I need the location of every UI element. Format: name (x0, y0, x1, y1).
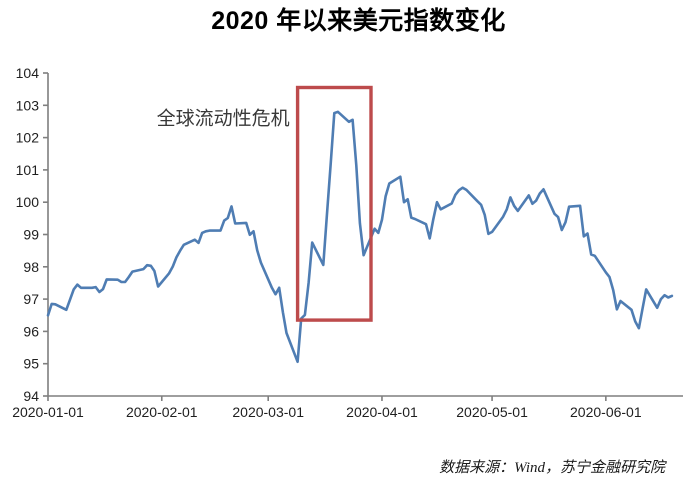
y-tick-label: 94 (23, 388, 39, 404)
x-tick-label: 2020-02-01 (126, 404, 198, 420)
y-tick-label: 96 (23, 323, 39, 339)
y-tick-label: 101 (16, 162, 40, 178)
crisis-highlight-box (295, 85, 373, 322)
y-tick-label: 97 (23, 291, 39, 307)
y-tick-label: 102 (16, 130, 40, 146)
x-tick-label: 2020-04-01 (346, 404, 418, 420)
crisis-annotation-label: 全球流动性危机 (157, 108, 290, 130)
x-tick-label: 2020-01-01 (12, 404, 84, 420)
y-tick-label: 98 (23, 259, 39, 275)
x-tick-label: 2020-06-01 (570, 404, 642, 420)
y-tick-label: 100 (16, 194, 40, 210)
y-tick-label: 95 (23, 356, 39, 372)
usd-index-series-line (46, 110, 674, 364)
y-tick-label: 103 (16, 97, 40, 113)
y-tick-label: 99 (23, 227, 39, 243)
y-tick-label: 104 (16, 65, 40, 81)
data-source-note: 数据来源：Wind，苏宁金融研究院 (439, 460, 665, 476)
x-tick-label: 2020-03-01 (232, 404, 304, 420)
chart-title: 2020 年以来美元指数变化 (211, 7, 506, 35)
x-tick-label: 2020-05-01 (456, 404, 528, 420)
